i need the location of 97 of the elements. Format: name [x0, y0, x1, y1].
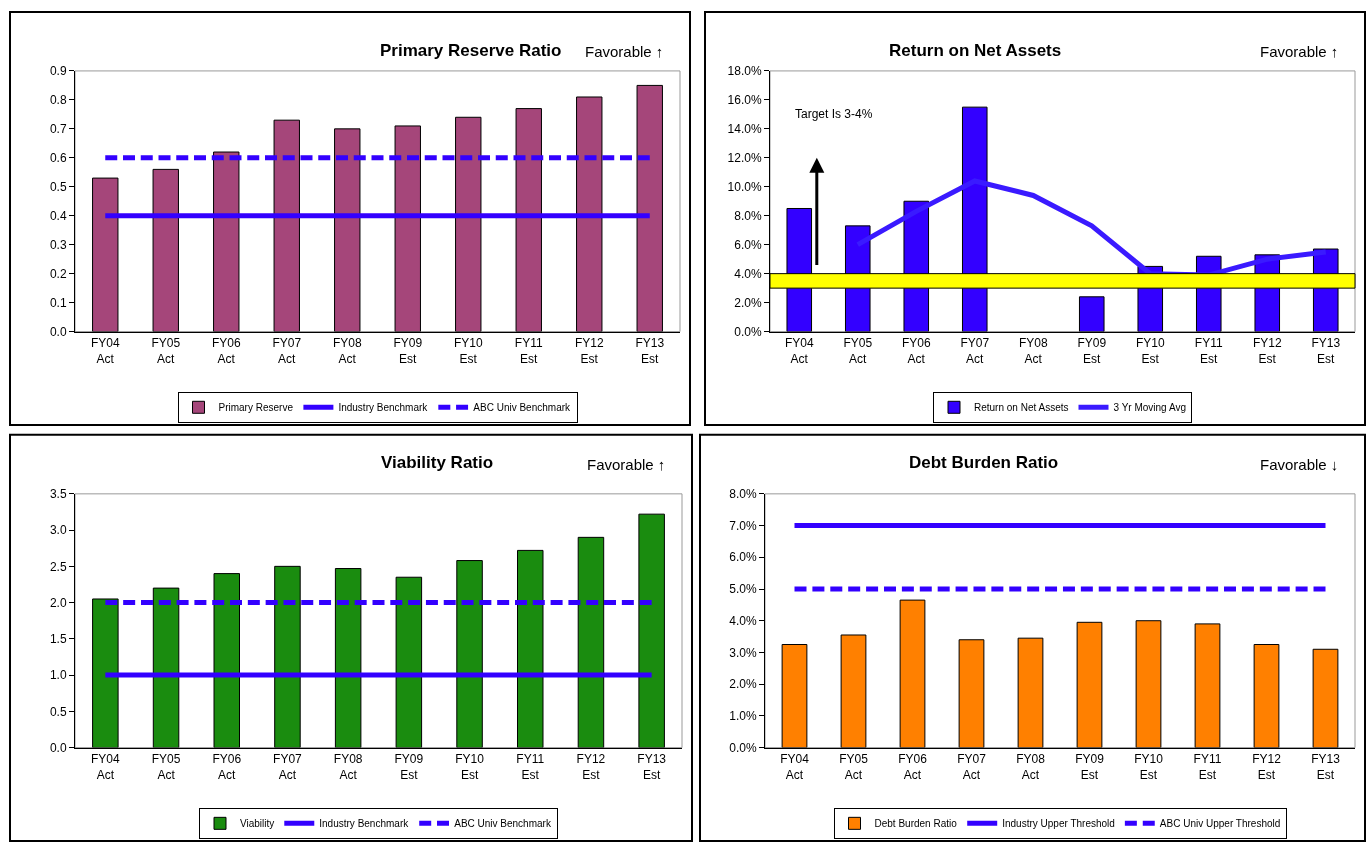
x-tick-label: FY05 Act: [151, 752, 181, 782]
y-tick-label: 0.5: [49, 704, 67, 719]
y-tick-label: 1.0: [49, 668, 67, 683]
x-tick-label: FY04 Act: [90, 335, 120, 366]
y-tick-label: 2.5: [49, 559, 67, 574]
y-tick-label: 2.0%: [729, 677, 757, 692]
x-tick-label: FY13 Est: [637, 752, 667, 782]
y-tick-label: 0.3: [49, 237, 67, 252]
x-tick-label: FY07 Act: [272, 335, 302, 366]
x-tick-label: FY12 Est: [1252, 752, 1282, 782]
x-tick-label: FY10 Est: [1134, 752, 1164, 782]
y-tick-label: 1.5: [49, 632, 67, 647]
y-tick-label: 6.0%: [729, 550, 757, 565]
y-tick-label: 2.0%: [734, 295, 762, 310]
y-tick-label: 0.9: [49, 64, 67, 79]
x-tick-label: FY05 Act: [843, 335, 873, 366]
y-tick-label: 2.0: [49, 595, 67, 610]
text: Favorable ↑: [587, 456, 666, 473]
y-tick-label: 0.0%: [734, 324, 762, 339]
legend-label: Viability: [240, 818, 275, 830]
x-tick-label: FY05 Act: [839, 752, 869, 782]
legend-label: ABC Univ Upper Threshold: [1159, 818, 1281, 830]
x-tick-label: FY04 Act: [784, 335, 814, 366]
y-tick-label: 12.0%: [727, 151, 762, 166]
y-tick-label: 3.0: [49, 523, 67, 538]
y-tick-label: 0.4: [49, 208, 67, 223]
x-tick-label: FY11 Est: [1193, 752, 1222, 782]
x-tick-label: FY04 Act: [91, 752, 121, 782]
y-tick-label: 14.0%: [727, 122, 762, 137]
y-tick-label: 0.0%: [729, 740, 757, 755]
x-tick-label: FY07 Act: [960, 335, 990, 366]
x-tick-label: FY10 Est: [455, 752, 485, 782]
y-tick-label: 7.0%: [729, 518, 757, 533]
text: Favorable ↓: [1260, 456, 1339, 473]
legend-label: 3 Yr Moving Avg: [1113, 402, 1186, 414]
x-tick-label: FY07 Act: [273, 752, 303, 782]
y-tick-label: 3.5: [49, 487, 67, 502]
x-tick-label: FY13 Est: [1311, 752, 1341, 782]
y-tick-label: 0.8: [49, 93, 67, 108]
x-tick-label: FY09 Est: [394, 752, 424, 782]
legend-label: Return on Net Assets: [974, 402, 1069, 414]
chart-title: Return on Net Assets: [889, 41, 1062, 60]
x-tick-label: FY12 Est: [576, 752, 606, 782]
legend-label: Industry Upper Threshold: [1002, 818, 1115, 830]
y-tick-label: 18.0%: [727, 64, 762, 79]
y-tick-label: 0.0: [49, 740, 67, 755]
y-tick-label: 0.1: [49, 295, 67, 310]
x-tick-label: FY05 Act: [151, 335, 181, 366]
text: Favorable ↑: [1260, 43, 1339, 60]
x-tick-label: FY08 Act: [332, 335, 362, 366]
x-tick-label: FY04 Act: [780, 752, 810, 782]
x-tick-label: FY12 Est: [1252, 335, 1282, 366]
y-tick-label: 8.0%: [729, 487, 757, 502]
legend-label: Industry Benchmark: [319, 818, 410, 830]
x-tick-label: FY06 Act: [211, 335, 241, 366]
legend-label: ABC Univ Benchmark: [473, 402, 572, 414]
y-tick-label: 0.2: [49, 266, 67, 281]
x-tick-label: FY09 Est: [393, 335, 423, 366]
chart-title: Primary Reserve Ratio: [380, 41, 562, 60]
x-tick-label: FY08 Act: [333, 752, 363, 782]
y-tick-label: 5.0%: [729, 582, 757, 597]
y-tick-label: 0.7: [49, 122, 67, 137]
x-tick-label: FY11 Est: [516, 752, 545, 782]
x-tick-label: FY10 Est: [1135, 335, 1165, 366]
x-tick-label: FY13 Est: [635, 335, 665, 366]
chart-title: Viability Ratio: [381, 453, 494, 472]
y-tick-label: 8.0%: [734, 208, 762, 223]
y-tick-label: 0.0: [49, 324, 67, 339]
y-tick-label: 3.0%: [729, 645, 757, 660]
y-tick-label: 0.5: [49, 179, 67, 194]
x-tick-label: FY10 Est: [453, 335, 483, 366]
x-tick-label: FY13 Est: [1311, 335, 1341, 366]
x-tick-label: FY07 Act: [957, 752, 987, 782]
legend-label: ABC Univ Benchmark: [454, 818, 552, 830]
x-tick-label: FY09 Est: [1075, 752, 1105, 782]
y-tick-label: 0.6: [49, 151, 67, 166]
x-tick-label: FY11 Est: [514, 335, 543, 366]
annotation: Target Is 3-4%: [795, 107, 873, 121]
y-tick-label: 1.0%: [729, 709, 757, 724]
y-tick-label: 16.0%: [727, 93, 762, 108]
y-tick-label: 10.0%: [727, 179, 762, 194]
y-tick-label: 6.0%: [734, 237, 762, 252]
legend-label: Primary Reserve: [218, 402, 294, 414]
x-tick-label: FY09 Est: [1077, 335, 1107, 366]
x-tick-label: FY12 Est: [574, 335, 604, 366]
x-tick-label: FY08 Act: [1016, 752, 1046, 782]
legend-label: Debt Burden Ratio: [874, 818, 958, 830]
x-tick-label: FY08 Act: [1018, 335, 1048, 366]
x-tick-label: FY06 Act: [898, 752, 928, 782]
chart-title: Debt Burden Ratio: [909, 453, 1059, 472]
y-tick-label: 4.0%: [729, 613, 757, 628]
y-tick-label: 4.0%: [734, 266, 762, 281]
legend-label: Industry Benchmark: [338, 402, 429, 414]
x-tick-label: FY06 Act: [212, 752, 242, 782]
text: Favorable ↑: [585, 43, 664, 60]
x-tick-label: FY06 Act: [901, 335, 931, 366]
x-tick-label: FY11 Est: [1194, 335, 1223, 366]
